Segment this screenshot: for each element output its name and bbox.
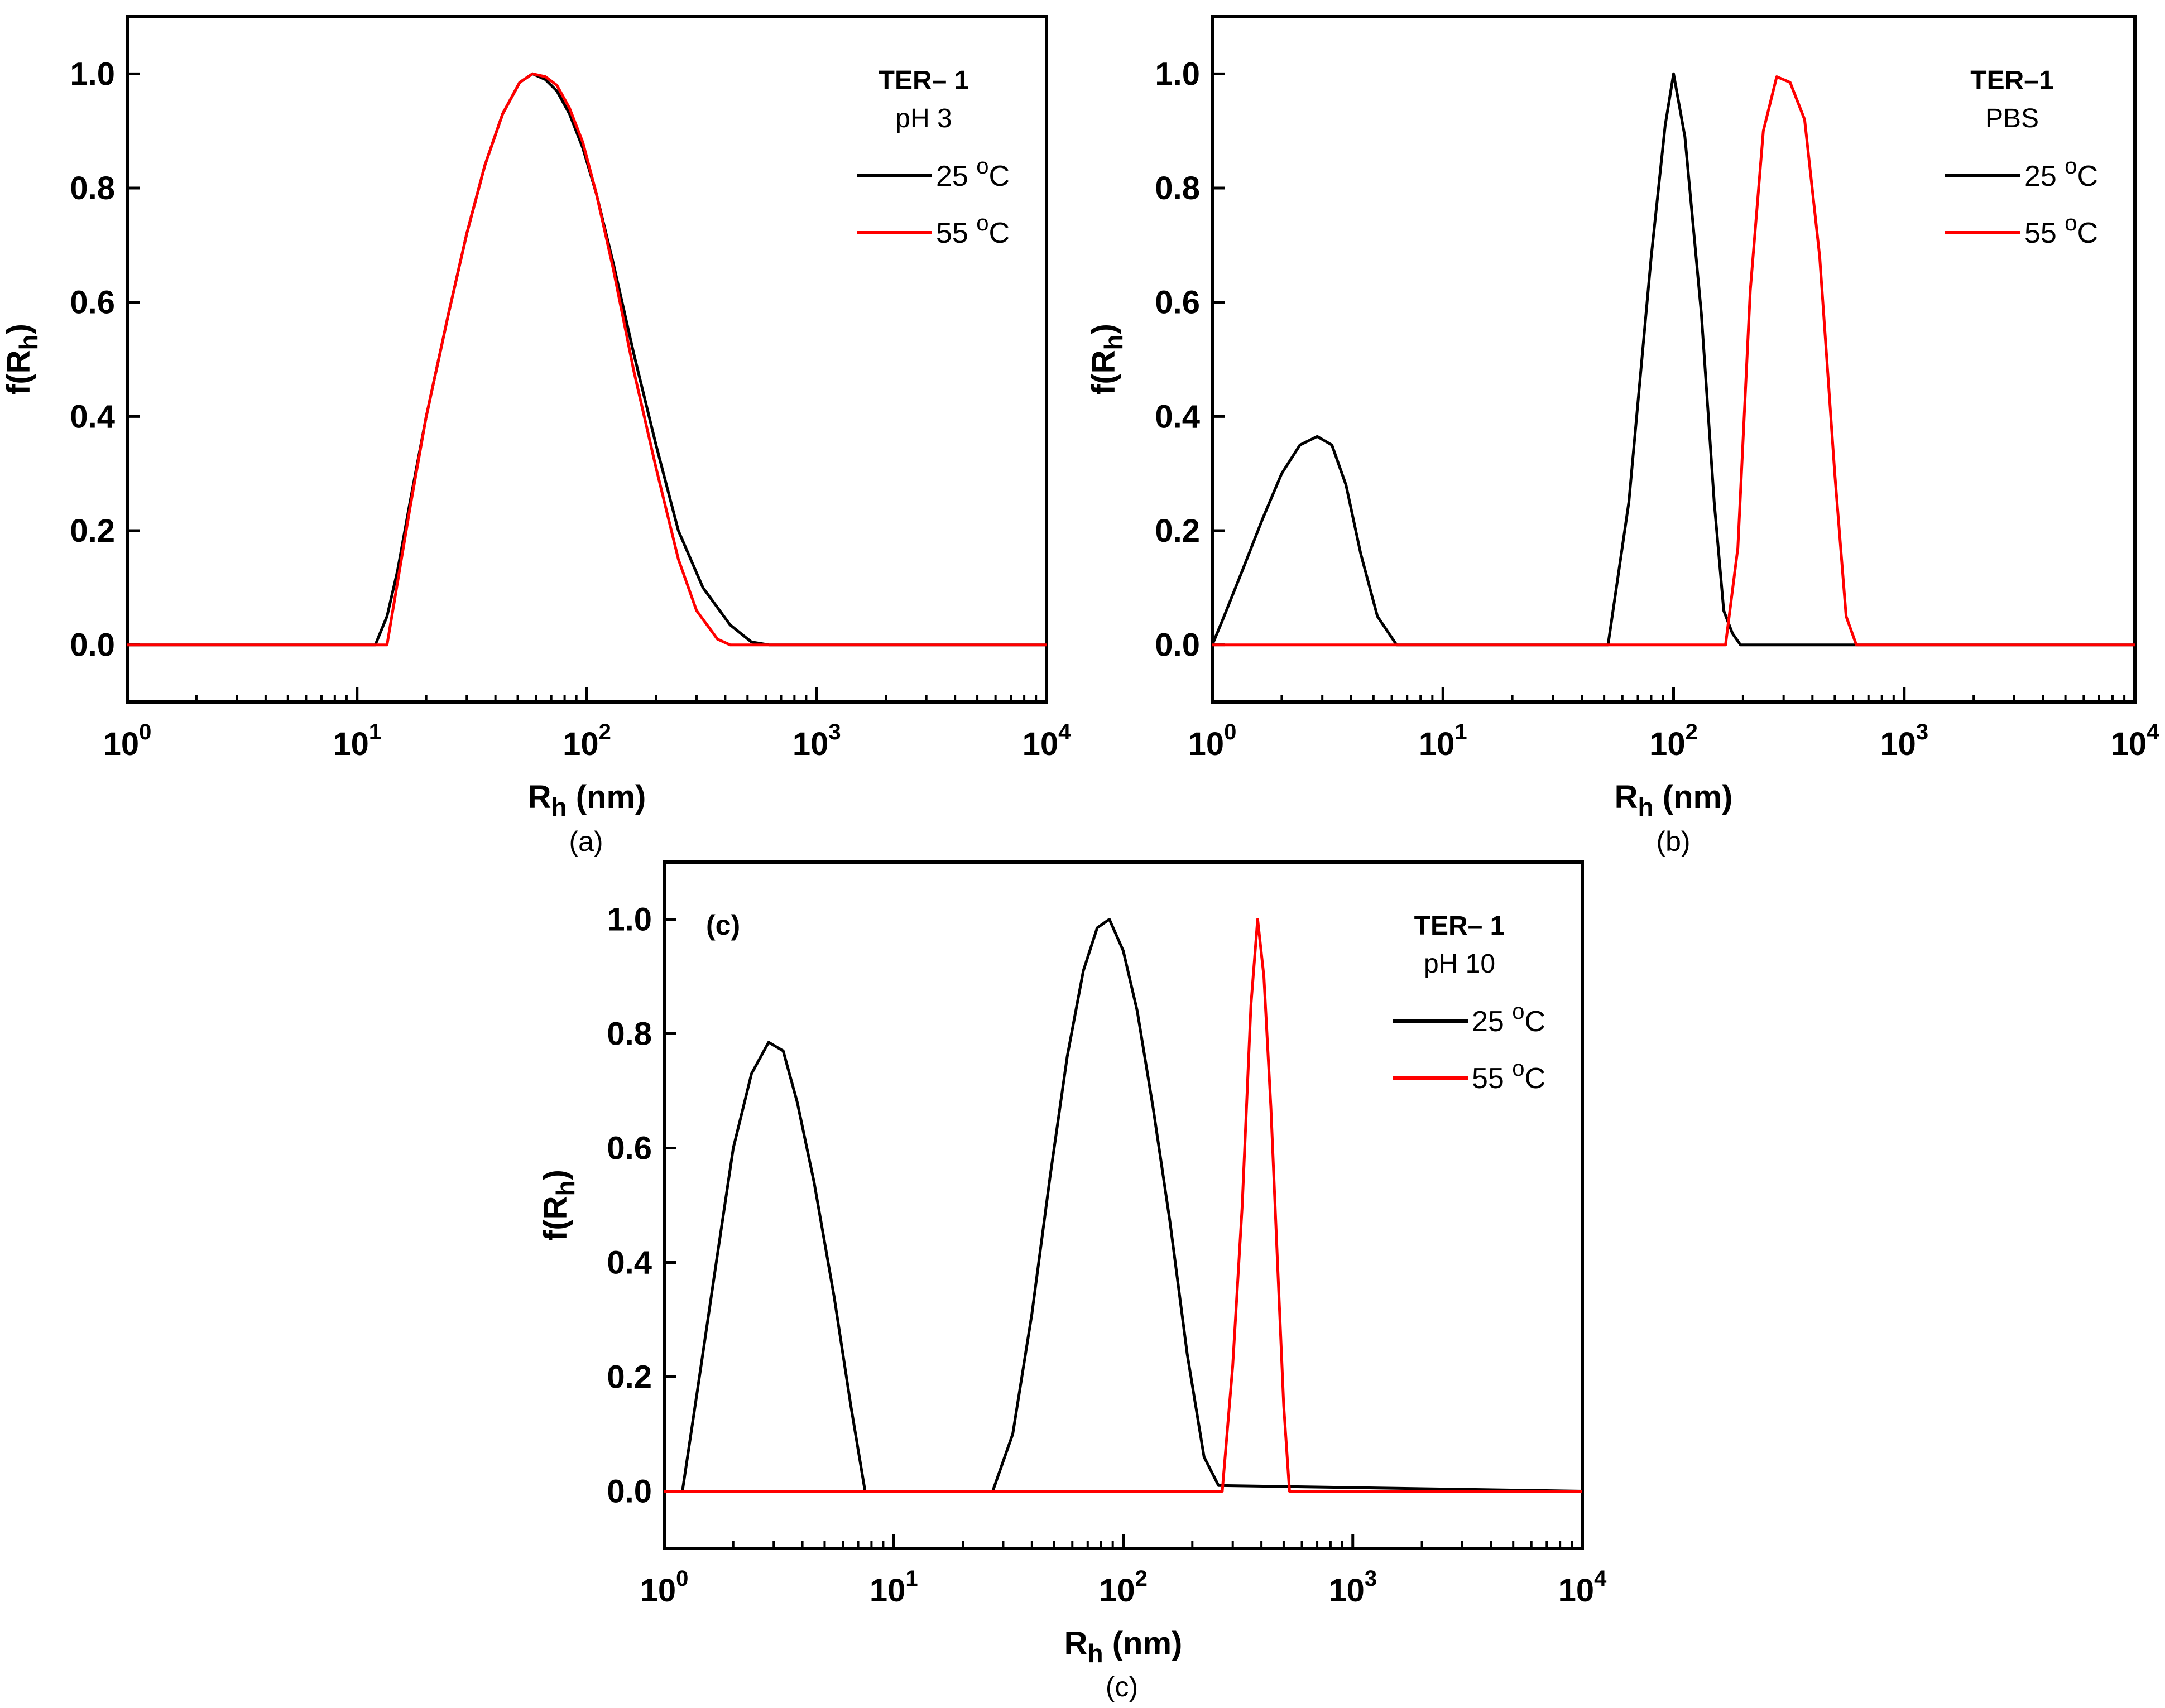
y-tick-label: 0.4 (70, 398, 115, 435)
y-tick-label: 1.0 (70, 56, 115, 92)
y-tick-label: 0.8 (607, 1016, 652, 1052)
y-tick-label: 0.6 (607, 1130, 652, 1167)
x-tick-label: 104 (2111, 720, 2160, 762)
x-tick-exponent: 0 (676, 1566, 688, 1591)
x-tick-base: 10 (1880, 726, 1916, 762)
panel-caption: (a) (569, 826, 603, 857)
x-tick-label: 101 (333, 720, 381, 762)
x-tick-exponent: 0 (1224, 720, 1236, 744)
x-tick-base: 10 (1558, 1572, 1595, 1609)
legend-title: TER– 1 (879, 66, 969, 95)
legend-label-0: 25 oC (936, 154, 1010, 193)
x-tick-exponent: 3 (1365, 1566, 1377, 1591)
y-axis-title: f(Rh) (1, 324, 43, 395)
legend-title: TER–1 (1970, 66, 2053, 95)
x-tick-exponent: 4 (1594, 1566, 1607, 1591)
x-tick-base: 10 (870, 1572, 906, 1609)
x-tick-base: 10 (1328, 1572, 1365, 1609)
panel-caption: (c) (1106, 1671, 1138, 1702)
x-axis-title: Rh (nm) (1064, 1625, 1183, 1668)
legend-title: TER– 1 (1414, 911, 1505, 941)
x-tick-exponent: 4 (2147, 720, 2159, 744)
y-tick-label: 0.8 (1155, 170, 1200, 206)
x-tick-exponent: 1 (905, 1566, 918, 1591)
x-tick-base: 10 (1188, 726, 1225, 762)
x-tick-label: 100 (1188, 720, 1237, 762)
y-tick-label: 0.0 (607, 1474, 652, 1510)
x-tick-exponent: 0 (139, 720, 151, 744)
x-tick-base: 10 (793, 726, 829, 762)
x-tick-exponent: 3 (1916, 720, 1928, 744)
legend-label-1: 55 oC (2024, 211, 2098, 249)
x-axis-title: Rh (nm) (1615, 779, 1733, 821)
y-tick-label: 1.0 (1155, 56, 1200, 92)
y-tick-label: 0.2 (70, 513, 115, 549)
x-tick-base: 10 (1649, 726, 1686, 762)
x-tick-exponent: 2 (1135, 1566, 1148, 1591)
x-tick-exponent: 2 (599, 720, 611, 744)
x-tick-label: 103 (1328, 1566, 1377, 1609)
x-tick-base: 10 (2111, 726, 2147, 762)
x-tick-exponent: 4 (1058, 720, 1071, 744)
y-axis-title: f(Rh) (1086, 324, 1128, 395)
x-tick-base: 10 (563, 726, 599, 762)
y-tick-label: 0.4 (607, 1245, 652, 1281)
x-tick-label: 102 (1099, 1566, 1148, 1609)
x-tick-label: 102 (1649, 720, 1698, 762)
legend-label-1: 55 oC (936, 211, 1010, 249)
x-tick-base: 10 (640, 1572, 676, 1609)
legend-subtitle: pH 10 (1424, 949, 1495, 979)
y-tick-label: 0.0 (1155, 627, 1200, 663)
x-tick-base: 10 (333, 726, 369, 762)
x-tick-label: 104 (1023, 720, 1072, 762)
x-tick-base: 10 (103, 726, 140, 762)
panel-inner-label: (c) (706, 910, 740, 941)
x-tick-exponent: 2 (1686, 720, 1698, 744)
y-tick-label: 1.0 (607, 902, 652, 938)
x-tick-label: 101 (870, 1566, 918, 1609)
legend-label-0: 25 oC (2024, 154, 2098, 193)
series-line-1 (127, 72, 1047, 647)
x-tick-base: 10 (1419, 726, 1455, 762)
x-tick-label: 102 (563, 720, 611, 762)
x-tick-label: 104 (1558, 1566, 1607, 1609)
legend-subtitle: pH 3 (895, 104, 952, 133)
legend-label-1: 55 oC (1472, 1056, 1545, 1095)
x-tick-exponent: 1 (369, 720, 381, 744)
x-tick-base: 10 (1023, 726, 1059, 762)
y-tick-label: 0.4 (1155, 398, 1200, 435)
y-tick-label: 0.2 (607, 1359, 652, 1396)
x-tick-label: 103 (1880, 720, 1928, 762)
y-tick-label: 0.6 (1155, 285, 1200, 321)
y-tick-label: 0.6 (70, 285, 115, 321)
x-tick-label: 100 (103, 720, 152, 762)
x-tick-exponent: 1 (1454, 720, 1467, 744)
x-tick-exponent: 3 (828, 720, 841, 744)
series-line-0 (664, 918, 1583, 1493)
series-line-1 (1212, 75, 2135, 647)
y-axis-title: f(Rh) (537, 1170, 580, 1241)
x-tick-label: 101 (1419, 720, 1467, 762)
y-tick-label: 0.2 (1155, 513, 1200, 549)
series-line-1 (664, 918, 1582, 1493)
legend-label-0: 25 oC (1472, 999, 1545, 1038)
y-tick-label: 0.0 (70, 627, 115, 663)
x-tick-base: 10 (1099, 1572, 1135, 1609)
series-line-0 (1211, 72, 2135, 647)
panel-caption: (b) (1656, 826, 1690, 857)
x-tick-label: 103 (793, 720, 841, 762)
x-tick-label: 100 (640, 1566, 689, 1609)
y-tick-label: 0.8 (70, 170, 115, 206)
x-axis-title: Rh (nm) (528, 779, 646, 821)
legend-subtitle: PBS (1985, 104, 2039, 133)
